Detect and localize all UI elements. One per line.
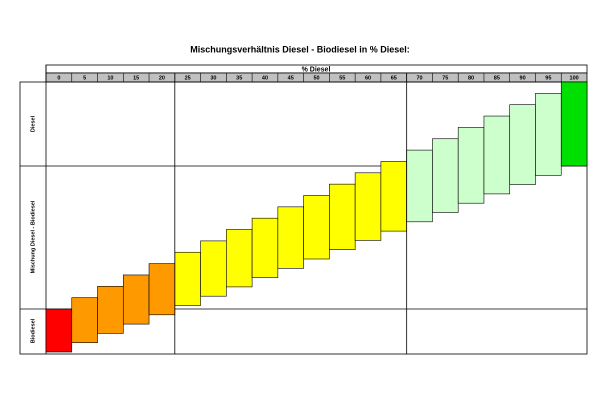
tick-label: 90 [520, 75, 526, 81]
mix-block [406, 149, 433, 223]
mix-block [148, 263, 176, 316]
title: Mischungsverhältnis Diesel - Biodiesel i… [190, 44, 410, 54]
row-label: Mischung Diesel - Biodiesel [30, 200, 36, 273]
tick-label: 30 [210, 75, 216, 81]
mix-block [560, 81, 588, 167]
mix-block [251, 217, 279, 278]
mix-block [226, 229, 253, 288]
mix-block [432, 138, 459, 213]
mix-block [122, 274, 150, 325]
mix-block [329, 183, 356, 250]
tick-label: 100 [570, 75, 579, 81]
tick-label: 75 [442, 75, 448, 81]
tick-label: 0 [57, 75, 60, 81]
mix-block [303, 195, 330, 260]
tick-label: 60 [365, 75, 371, 81]
tick-label: 40 [262, 75, 268, 81]
mix-block [71, 297, 98, 343]
tick-label: 10 [107, 75, 113, 81]
tick-label: 15 [133, 75, 139, 81]
mix-block [97, 285, 124, 334]
mix-block [380, 161, 407, 232]
tick-label: 70 [416, 75, 422, 81]
tick-label: 5 [83, 75, 86, 81]
mix-block [277, 206, 304, 269]
mix-block [457, 127, 485, 204]
tick-label: 95 [545, 75, 551, 81]
header: % Diesel [302, 66, 331, 73]
mix-block [45, 308, 73, 353]
mix-block [535, 93, 562, 176]
tick-label: 55 [339, 75, 345, 81]
tick-label: 65 [391, 75, 397, 81]
row-label: Biodiesel [30, 318, 36, 343]
row-label: Diesel [30, 115, 36, 132]
mix-block [200, 240, 227, 297]
tick-label: 80 [468, 75, 474, 81]
mix-block [509, 104, 536, 185]
tick-label: 85 [494, 75, 500, 81]
mix-block [174, 251, 201, 306]
tick-label: 25 [185, 75, 191, 81]
mix-block [354, 172, 382, 241]
tick-label: 45 [288, 75, 294, 81]
tick-label: 20 [159, 75, 165, 81]
tick-label: 50 [313, 75, 319, 81]
tick-label: 35 [236, 75, 242, 81]
mix-block [483, 115, 511, 195]
